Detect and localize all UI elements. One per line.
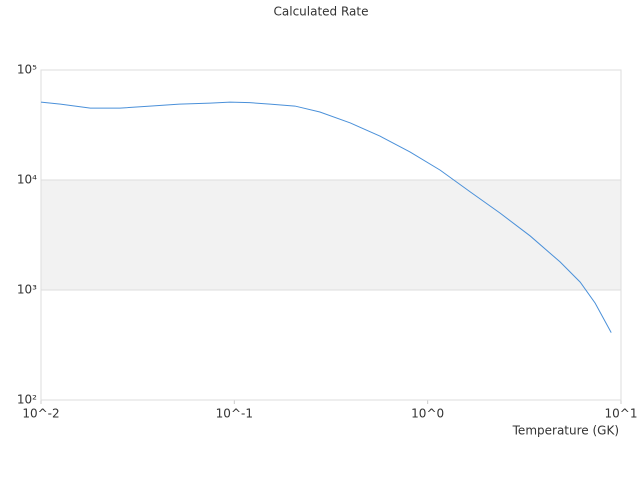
x-tick-label: 10^-2: [22, 407, 59, 421]
x-axis-label: Temperature (GK): [512, 424, 619, 438]
line: [40, 101, 612, 333]
y-tick-label: 10⁴: [17, 173, 37, 187]
x-tick-label: 10^-1: [216, 407, 253, 421]
grid-band: [41, 180, 621, 290]
chart-title: Calculated Rate: [274, 5, 369, 19]
x-tick-label: 10^1: [605, 407, 638, 421]
y-tick-label: 10⁵: [17, 63, 37, 77]
y-tick-label: 10³: [17, 283, 37, 297]
x-tick-label: 10^0: [411, 407, 444, 421]
plot-frame: [40, 69, 622, 401]
y-tick-label: 10²: [17, 393, 37, 407]
